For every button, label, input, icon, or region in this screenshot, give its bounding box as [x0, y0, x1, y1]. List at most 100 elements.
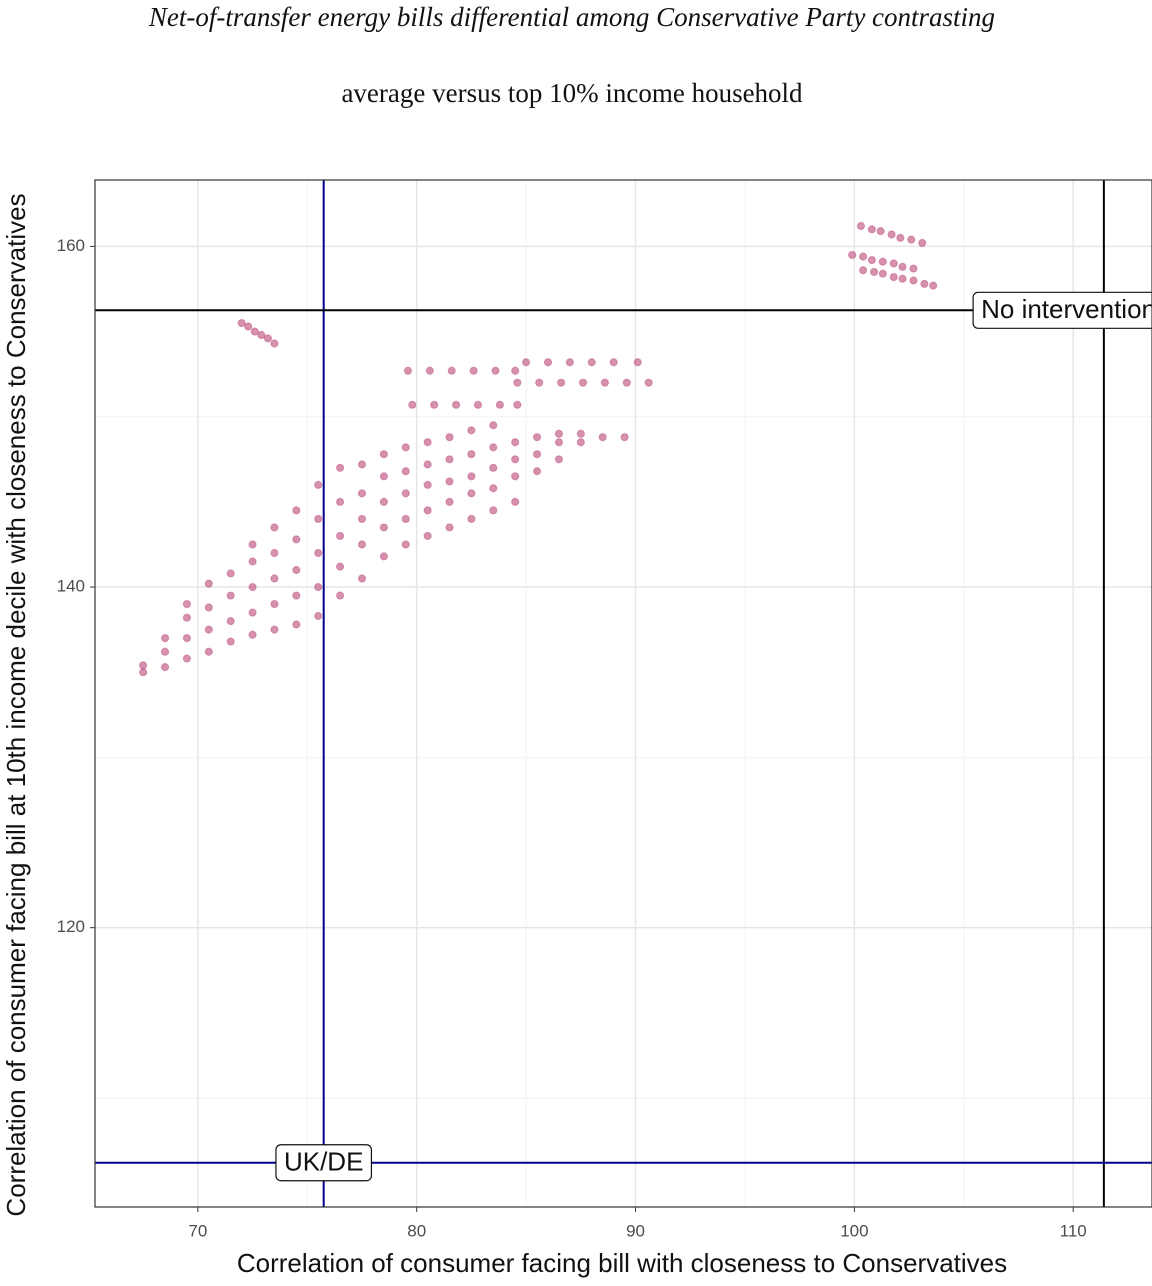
point [423, 506, 432, 515]
point [576, 429, 585, 438]
point [357, 514, 367, 524]
point [489, 421, 498, 430]
point [248, 630, 257, 639]
point [336, 591, 345, 600]
point [929, 281, 938, 290]
point [554, 438, 564, 447]
point [909, 276, 918, 285]
point [532, 467, 542, 476]
point [237, 318, 246, 328]
point [314, 514, 323, 524]
line-label: No intervention [981, 294, 1152, 324]
point [403, 366, 413, 375]
label-box [972, 291, 1152, 329]
y-tick-label: 120 [57, 917, 85, 936]
point [257, 330, 266, 340]
point [314, 582, 323, 592]
point [270, 625, 279, 634]
point [430, 400, 439, 409]
point [139, 661, 148, 670]
point [867, 255, 876, 265]
point [423, 460, 432, 469]
point [473, 400, 483, 409]
point [336, 562, 345, 571]
point [887, 230, 896, 239]
point [248, 582, 257, 592]
point [896, 233, 905, 243]
point [160, 634, 170, 643]
point [511, 366, 520, 375]
point [489, 463, 498, 472]
point [535, 378, 544, 387]
chart-title: Net-of-transfer energy bills differentia… [148, 2, 995, 32]
point [226, 569, 235, 578]
point [357, 540, 367, 549]
y-tick-label: 140 [57, 577, 85, 596]
point [182, 634, 192, 643]
point [859, 266, 868, 275]
point [292, 620, 301, 629]
point [511, 497, 520, 506]
point [511, 455, 520, 464]
point [204, 647, 213, 656]
point [876, 226, 885, 236]
point [489, 443, 498, 452]
point [622, 378, 631, 387]
line-label: UK/DE [284, 1147, 363, 1177]
point [889, 272, 898, 282]
point [467, 450, 476, 459]
plot-area [95, 180, 1152, 1207]
x-tick-label: 80 [407, 1221, 426, 1240]
point [226, 591, 235, 600]
point [292, 535, 301, 544]
point [445, 523, 454, 532]
point [204, 603, 213, 612]
point [878, 257, 887, 266]
y-tick-label: 160 [57, 236, 85, 255]
point [598, 433, 607, 442]
point [633, 358, 642, 367]
point [270, 339, 279, 348]
x-tick-label: 90 [626, 1221, 645, 1240]
point [920, 279, 929, 288]
point [270, 548, 279, 558]
point [250, 327, 259, 336]
point [357, 574, 367, 583]
point [379, 497, 388, 506]
point [425, 366, 434, 375]
point [489, 484, 498, 493]
point [401, 467, 410, 476]
point [467, 514, 476, 524]
x-tick-label: 100 [840, 1221, 868, 1240]
point [578, 378, 588, 387]
point [554, 429, 564, 438]
point [513, 378, 522, 387]
point [889, 259, 898, 268]
point [557, 378, 566, 387]
point [379, 523, 388, 532]
point [898, 262, 907, 271]
point [248, 557, 257, 566]
point [467, 426, 476, 435]
point [226, 617, 235, 626]
point [204, 579, 213, 588]
point [336, 531, 345, 541]
point [204, 625, 213, 634]
point [401, 443, 410, 452]
point [445, 455, 454, 464]
point [532, 450, 542, 459]
point [587, 358, 596, 367]
point [139, 668, 148, 677]
x-axis-title: Correlation of consumer facing bill with… [237, 1248, 1007, 1278]
point [620, 433, 629, 442]
point [423, 480, 432, 489]
point [423, 438, 432, 447]
annotations: No intervention UK/DE [275, 291, 1152, 1182]
point [314, 548, 323, 558]
point [408, 400, 417, 409]
point [898, 274, 907, 283]
point [522, 358, 531, 367]
point [848, 250, 857, 260]
point [314, 480, 323, 489]
point [248, 540, 257, 549]
